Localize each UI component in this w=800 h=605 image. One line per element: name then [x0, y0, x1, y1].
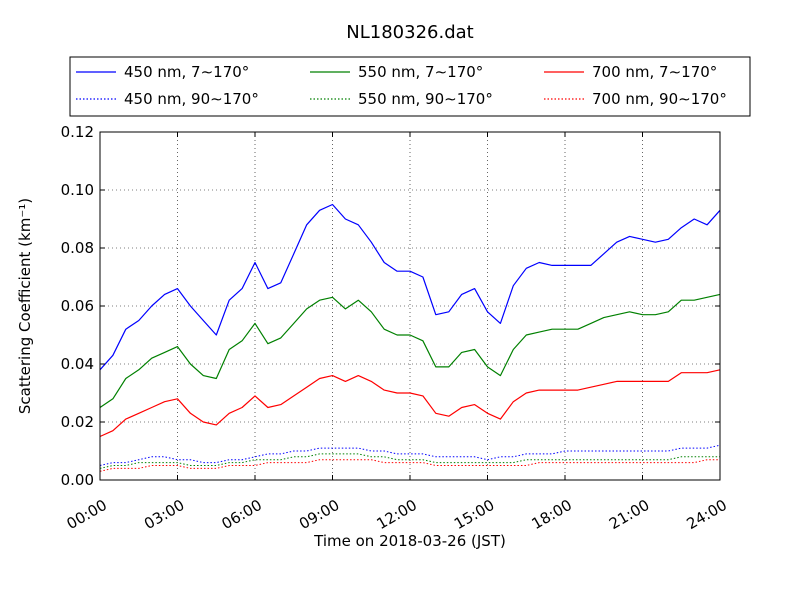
series-line-5 [99, 459, 720, 472]
legend-label: 550 nm, 7∼170° [358, 63, 483, 81]
x-tick-label: 06:00 [219, 496, 265, 533]
y-tick-label: 0.02 [61, 413, 94, 431]
legend-box [69, 56, 751, 117]
x-tick-label: 15:00 [451, 496, 497, 533]
y-tick-label: 0.08 [61, 239, 94, 257]
x-tick-label: 18:00 [529, 496, 575, 533]
series-line-3 [99, 453, 720, 469]
series-layer [99, 203, 721, 472]
x-tick-label: 00:00 [64, 496, 110, 533]
x-tick-label: 03:00 [141, 496, 187, 533]
legend-label: 450 nm, 7∼170° [124, 63, 249, 81]
x-axis-title: Time on 2018-03-26 (JST) [313, 532, 506, 550]
series-line-2 [99, 293, 721, 408]
legend-label: 700 nm, 90∼170° [592, 90, 727, 108]
y-tick-label: 0.04 [61, 355, 94, 373]
y-axis: 0.00 0.02 0.04 0.06 0.08 0.10 0.12 [61, 123, 720, 489]
legend-label: 450 nm, 90∼170° [124, 90, 259, 108]
x-tick-label: 21:00 [606, 496, 652, 533]
x-tick-label: 09:00 [296, 496, 342, 533]
grid-lines [100, 132, 720, 480]
series-line-0 [99, 203, 721, 371]
series-line-1 [99, 444, 721, 466]
y-tick-label: 0.00 [61, 471, 94, 489]
legend-label: 700 nm, 7∼170° [592, 63, 717, 81]
y-tick-label: 0.06 [61, 297, 94, 315]
y-axis-title: Scattering Coefficient (km⁻¹) [16, 198, 34, 414]
legend-label: 550 nm, 90∼170° [358, 90, 493, 108]
y-tick-label: 0.12 [61, 123, 94, 141]
series-line-4 [99, 369, 721, 438]
x-axis: 00:00 03:00 06:00 09:00 12:00 15:00 18:00 21:00… [64, 132, 730, 533]
x-tick-label: 24:00 [684, 496, 730, 533]
y-tick-label: 0.10 [61, 181, 94, 199]
x-tick-label: 12:00 [374, 496, 420, 533]
chart-title: NL180326.dat [346, 22, 473, 43]
legend: 450 nm, 7∼170° 450 nm, 90∼170° 550 nm, 7∼1… [69, 56, 751, 117]
